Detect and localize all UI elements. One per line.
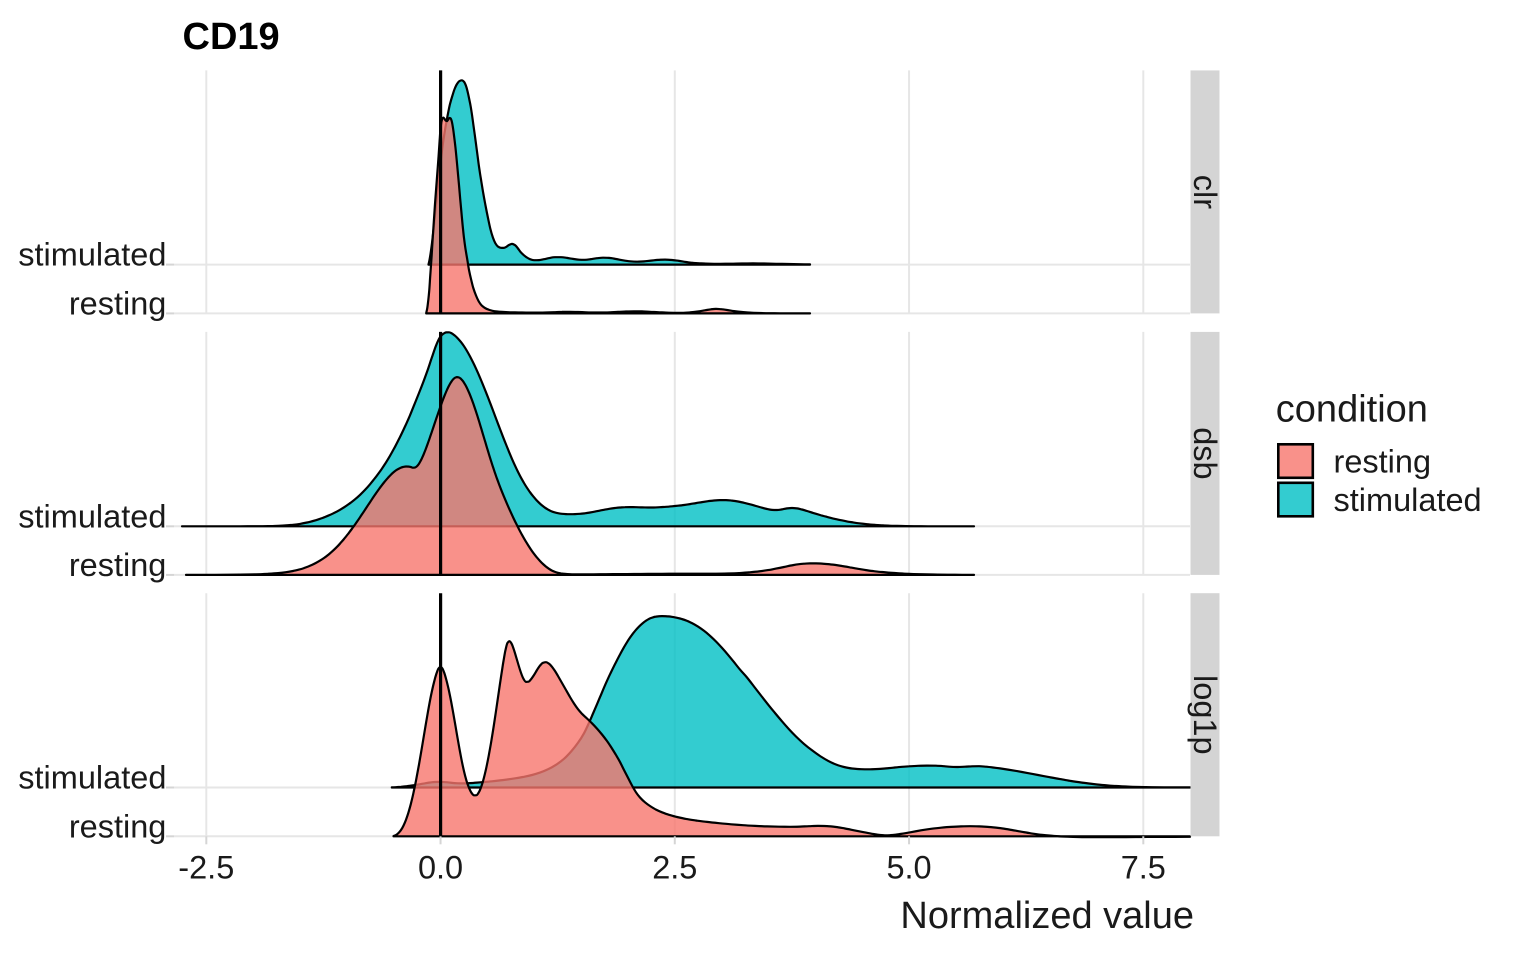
svg-text:condition: condition	[1276, 388, 1428, 430]
svg-text:log1p: log1p	[1187, 675, 1223, 755]
svg-text:2.5: 2.5	[652, 850, 697, 886]
svg-text:resting: resting	[69, 547, 167, 583]
svg-text:dsb: dsb	[1187, 427, 1223, 479]
svg-text:-2.5: -2.5	[178, 850, 234, 886]
svg-text:stimulated: stimulated	[18, 237, 166, 273]
svg-text:resting: resting	[1334, 443, 1432, 479]
svg-text:stimulated: stimulated	[18, 760, 166, 796]
svg-text:CD19: CD19	[183, 16, 280, 58]
svg-text:resting: resting	[69, 285, 167, 321]
svg-text:stimulated: stimulated	[18, 498, 166, 534]
svg-text:resting: resting	[69, 808, 167, 844]
svg-text:Normalized value: Normalized value	[900, 895, 1194, 937]
svg-text:7.5: 7.5	[1121, 850, 1166, 886]
svg-text:0.0: 0.0	[418, 850, 463, 886]
svg-text:stimulated: stimulated	[1334, 482, 1482, 518]
svg-text:5.0: 5.0	[886, 850, 931, 886]
svg-text:clr: clr	[1187, 175, 1223, 209]
